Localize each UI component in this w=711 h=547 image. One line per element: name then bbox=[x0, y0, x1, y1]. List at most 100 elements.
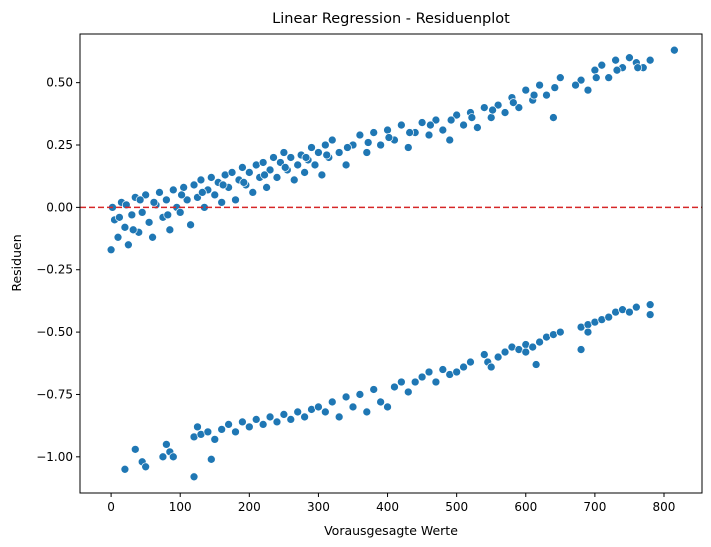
data-point bbox=[301, 153, 311, 162]
data-point bbox=[320, 407, 330, 417]
data-point bbox=[363, 138, 373, 147]
data-point bbox=[128, 225, 138, 235]
data-point bbox=[597, 60, 607, 70]
data-point bbox=[280, 163, 290, 172]
data-point bbox=[473, 123, 482, 132]
x-tick-label: 600 bbox=[514, 500, 537, 514]
data-point bbox=[218, 180, 228, 190]
data-point bbox=[272, 173, 282, 182]
data-point bbox=[189, 472, 199, 482]
data-point bbox=[182, 195, 192, 205]
data-point bbox=[279, 148, 289, 157]
data-point bbox=[165, 225, 175, 235]
data-point bbox=[431, 115, 441, 125]
data-point bbox=[186, 220, 195, 230]
data-point bbox=[514, 103, 524, 112]
data-point bbox=[251, 415, 261, 424]
data-point bbox=[162, 440, 171, 449]
data-point bbox=[244, 168, 254, 177]
data-point bbox=[163, 210, 173, 220]
y-tick-label: −1.00 bbox=[36, 450, 73, 464]
data-point bbox=[168, 452, 178, 462]
data-point bbox=[238, 163, 247, 172]
data-point bbox=[293, 407, 303, 417]
data-point bbox=[571, 80, 580, 90]
data-point bbox=[162, 195, 171, 205]
data-point bbox=[500, 347, 510, 357]
x-axis: 0 100 200 300 400 500 600 700 800 bbox=[107, 493, 675, 514]
data-point bbox=[576, 75, 586, 85]
data-point bbox=[210, 435, 220, 444]
data-point bbox=[521, 85, 531, 95]
data-point bbox=[124, 240, 133, 250]
data-point bbox=[486, 113, 496, 122]
data-point bbox=[327, 135, 337, 145]
data-point bbox=[645, 300, 655, 310]
data-point bbox=[334, 148, 344, 157]
data-point bbox=[383, 125, 392, 135]
x-tick-label: 200 bbox=[238, 500, 261, 514]
data-point bbox=[135, 195, 145, 205]
data-point bbox=[479, 350, 489, 359]
data-point bbox=[289, 175, 299, 185]
data-point bbox=[193, 422, 202, 432]
data-point bbox=[272, 417, 282, 427]
data-point bbox=[417, 372, 427, 382]
data-point bbox=[227, 168, 237, 177]
data-point bbox=[286, 153, 296, 162]
data-point bbox=[341, 160, 351, 170]
data-point bbox=[521, 347, 531, 357]
data-point bbox=[258, 420, 268, 429]
y-axis-title: Residuen bbox=[9, 234, 24, 291]
data-point bbox=[314, 148, 323, 157]
data-point bbox=[327, 397, 337, 407]
data-point bbox=[376, 140, 385, 150]
data-point bbox=[445, 135, 455, 145]
data-point bbox=[397, 377, 406, 387]
data-point bbox=[206, 173, 216, 182]
data-point bbox=[369, 385, 379, 394]
data-point bbox=[488, 105, 497, 115]
data-point bbox=[384, 133, 394, 142]
x-tick-label: 100 bbox=[169, 500, 192, 514]
data-point bbox=[341, 392, 351, 402]
data-point bbox=[265, 165, 275, 175]
data-point bbox=[206, 454, 216, 464]
data-point bbox=[300, 412, 309, 422]
data-point bbox=[239, 178, 249, 187]
data-point bbox=[314, 402, 323, 412]
x-tick-label: 700 bbox=[583, 500, 606, 514]
data-point bbox=[410, 377, 420, 387]
data-point bbox=[258, 158, 268, 167]
data-point bbox=[528, 342, 538, 352]
data-point bbox=[446, 115, 456, 125]
data-point bbox=[555, 73, 565, 83]
data-point bbox=[493, 100, 503, 110]
x-tick-label: 400 bbox=[376, 500, 399, 514]
data-point bbox=[155, 188, 164, 197]
data-point bbox=[493, 352, 503, 362]
data-point bbox=[322, 150, 332, 160]
data-point bbox=[466, 357, 475, 367]
data-point bbox=[452, 110, 462, 120]
data-point bbox=[168, 185, 178, 195]
data-point bbox=[424, 367, 434, 377]
data-point bbox=[576, 345, 586, 354]
data-point bbox=[144, 217, 154, 227]
data-point bbox=[467, 113, 477, 122]
data-point bbox=[197, 188, 207, 197]
data-point bbox=[383, 402, 392, 412]
data-point bbox=[141, 462, 151, 472]
y-tick-label: −0.75 bbox=[36, 387, 73, 401]
data-point bbox=[459, 362, 468, 372]
data-point bbox=[591, 73, 601, 83]
data-point bbox=[417, 118, 427, 127]
data-point bbox=[535, 80, 544, 90]
data-point bbox=[583, 327, 593, 337]
data-point bbox=[531, 360, 541, 369]
data-point bbox=[130, 445, 140, 454]
data-point bbox=[300, 168, 309, 177]
data-point bbox=[231, 195, 240, 205]
data-point bbox=[590, 65, 600, 75]
